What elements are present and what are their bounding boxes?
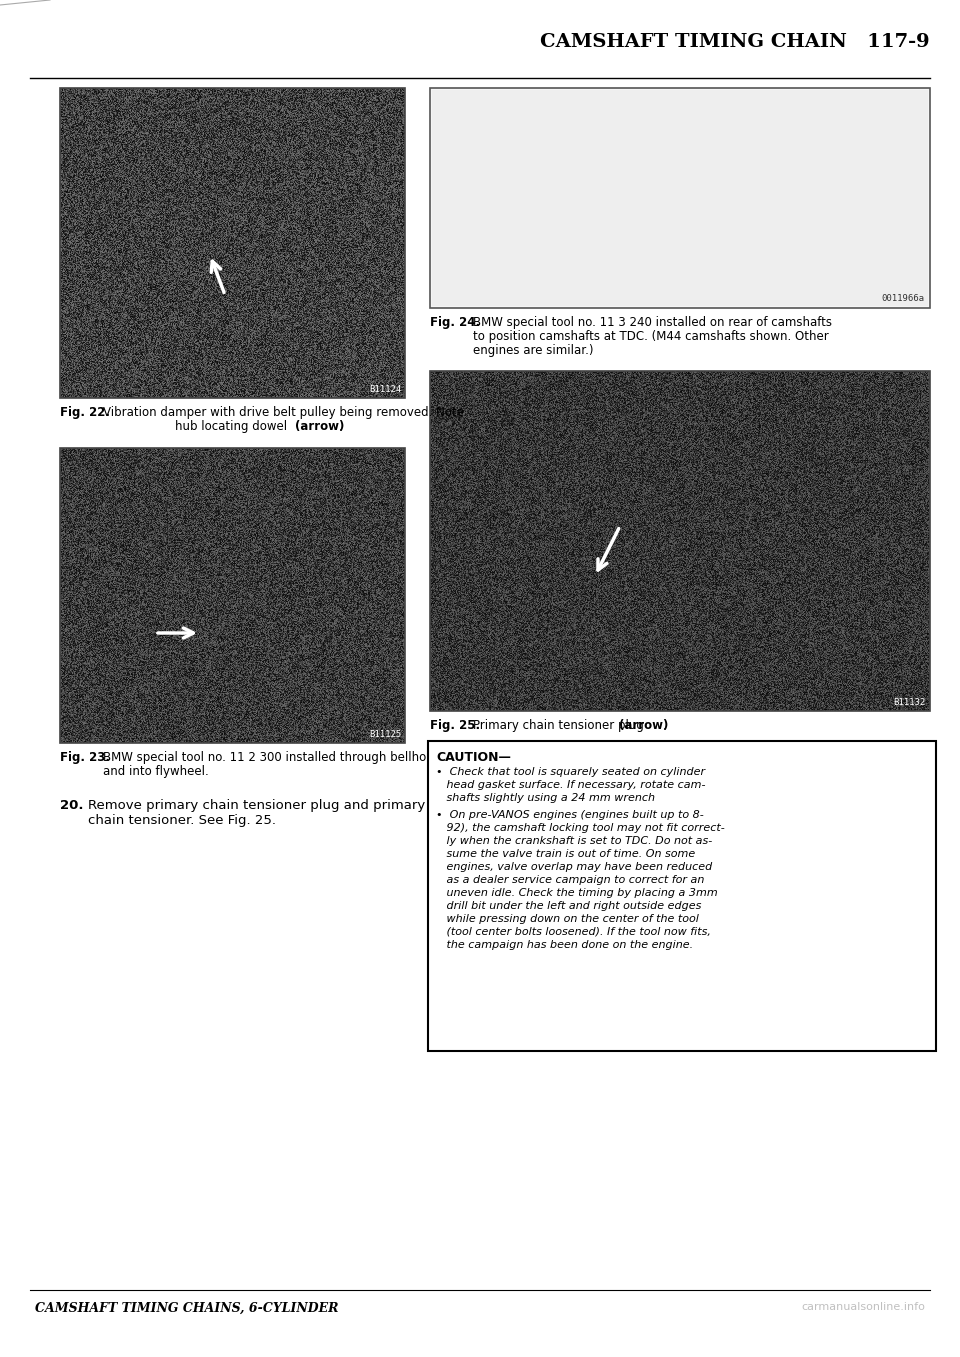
Text: Fig. 25.: Fig. 25.: [430, 719, 480, 731]
Text: (tool center bolts loosened). If the tool now fits,: (tool center bolts loosened). If the too…: [436, 927, 710, 936]
Text: (arrow): (arrow): [295, 421, 344, 433]
Text: CAMSHAFT TIMING CHAIN   117-9: CAMSHAFT TIMING CHAIN 117-9: [540, 33, 930, 52]
Text: the campaign has been done on the engine.: the campaign has been done on the engine…: [436, 940, 693, 950]
Text: and into flywheel.: and into flywheel.: [103, 765, 208, 778]
Bar: [60, 88, 405, 398]
Text: Fig. 22.: Fig. 22.: [60, 406, 110, 419]
Text: BMW special tool no. 11 2 300 installed through bellhousing: BMW special tool no. 11 2 300 installed …: [103, 750, 458, 764]
Text: B11125: B11125: [369, 730, 401, 740]
Text: engines, valve overlap may have been reduced: engines, valve overlap may have been red…: [436, 862, 712, 873]
Text: sume the valve train is out of time. On some: sume the valve train is out of time. On …: [436, 849, 695, 859]
Bar: [430, 370, 930, 711]
Text: while pressing down on the center of the tool: while pressing down on the center of the…: [436, 915, 699, 924]
Bar: [430, 88, 930, 308]
Text: shafts slightly using a 24 mm wrench: shafts slightly using a 24 mm wrench: [436, 792, 655, 803]
Bar: [432, 90, 928, 305]
Text: 0011966a: 0011966a: [881, 294, 924, 303]
Text: Primary chain tensioner plug: Primary chain tensioner plug: [473, 719, 648, 731]
Text: to position camshafts at TDC. (M44 camshafts shown. Other: to position camshafts at TDC. (M44 camsh…: [473, 330, 828, 343]
Text: Fig. 23.: Fig. 23.: [60, 750, 110, 764]
Text: B11132: B11132: [894, 697, 926, 707]
Text: .: .: [663, 719, 667, 731]
Text: 20.: 20.: [60, 799, 84, 811]
Text: ly when the crankshaft is set to TDC. Do not as-: ly when the crankshaft is set to TDC. Do…: [436, 836, 712, 845]
Bar: [60, 448, 405, 744]
Text: CAUTION—: CAUTION—: [436, 750, 511, 764]
Text: 92), the camshaft locking tool may not fit correct-: 92), the camshaft locking tool may not f…: [436, 822, 725, 833]
Text: hub locating dowel: hub locating dowel: [175, 421, 291, 433]
Text: Vibration damper with drive belt pulley being removed. Note: Vibration damper with drive belt pulley …: [103, 406, 464, 419]
Text: chain tensioner. See Fig. 25.: chain tensioner. See Fig. 25.: [88, 814, 276, 826]
Text: Fig. 24.: Fig. 24.: [430, 316, 480, 328]
Text: (arrow): (arrow): [619, 719, 668, 731]
Bar: [428, 741, 936, 1052]
Text: BMW special tool no. 11 3 240 installed on rear of camshafts: BMW special tool no. 11 3 240 installed …: [473, 316, 832, 328]
Text: engines are similar.): engines are similar.): [473, 345, 593, 357]
Text: drill bit under the left and right outside edges: drill bit under the left and right outsi…: [436, 901, 702, 911]
Text: •  On pre-VANOS engines (engines built up to 8-: • On pre-VANOS engines (engines built up…: [436, 810, 704, 820]
Text: B11124: B11124: [369, 385, 401, 394]
Text: carmanualsonline.info: carmanualsonline.info: [802, 1301, 925, 1312]
Text: •  Check that tool is squarely seated on cylinder: • Check that tool is squarely seated on …: [436, 767, 706, 778]
Text: head gasket surface. If necessary, rotate cam-: head gasket surface. If necessary, rotat…: [436, 780, 706, 790]
Text: .: .: [339, 421, 343, 433]
Text: uneven idle. Check the timing by placing a 3mm: uneven idle. Check the timing by placing…: [436, 887, 718, 898]
Text: Remove primary chain tensioner plug and primary: Remove primary chain tensioner plug and …: [88, 799, 425, 811]
Text: as a dealer service campaign to correct for an: as a dealer service campaign to correct …: [436, 875, 705, 885]
Text: CAMSHAFT TIMING CHAINS, 6-CYLINDER: CAMSHAFT TIMING CHAINS, 6-CYLINDER: [35, 1301, 339, 1315]
